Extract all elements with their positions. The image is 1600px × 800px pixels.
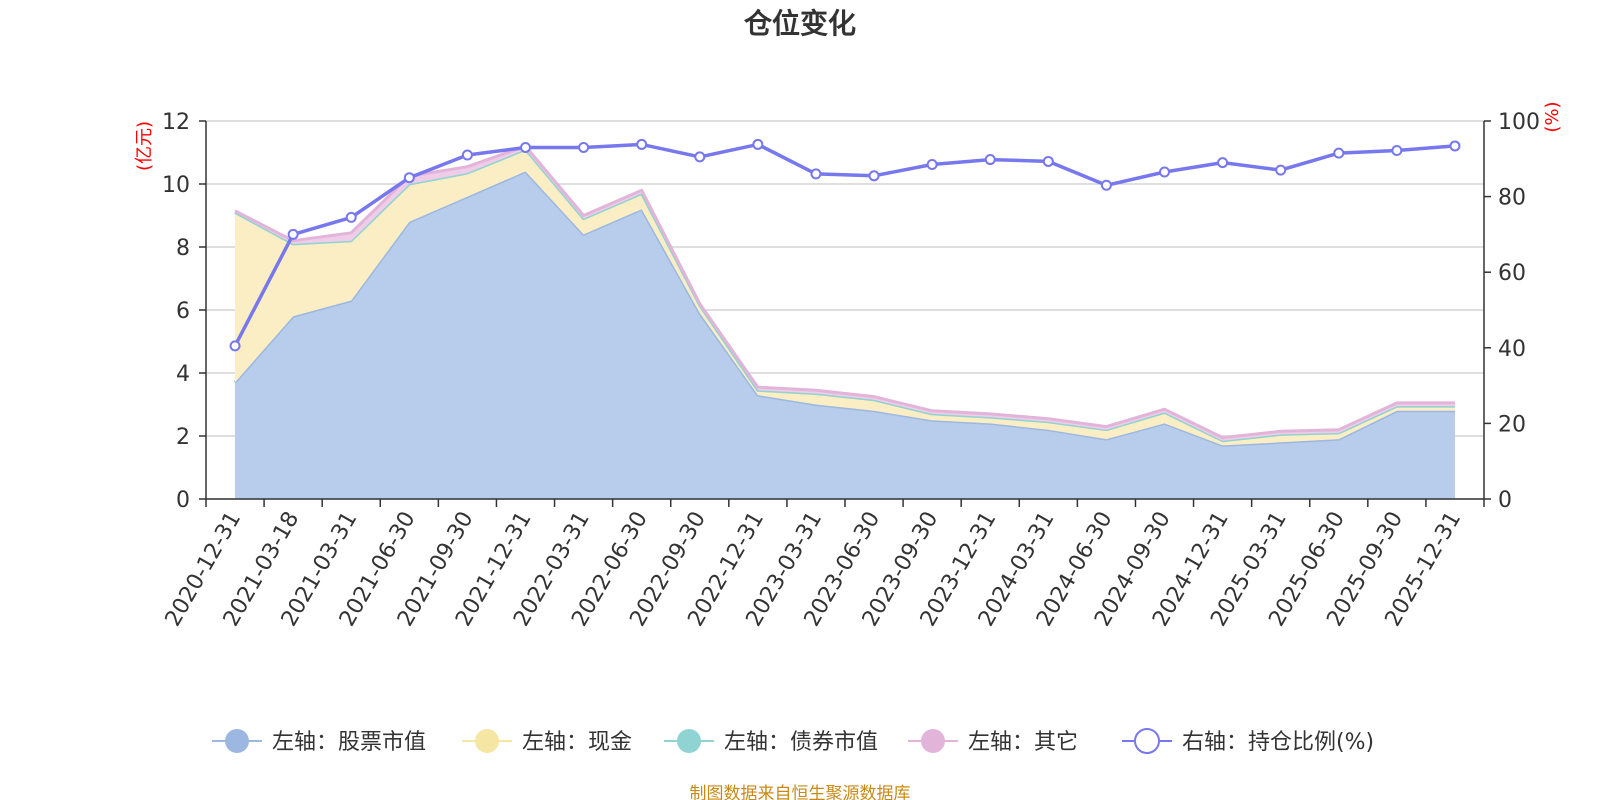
ratio-point: [1042, 155, 1054, 167]
left-tick-label: 6: [176, 299, 190, 324]
ratio-point: [1333, 147, 1345, 159]
area-1: [235, 171, 1455, 499]
ratio-point: [1449, 140, 1461, 152]
legend-swatch-marker: [475, 729, 499, 753]
left-axis-unit: (亿元): [134, 121, 155, 171]
left-tick-label: 0: [176, 488, 190, 513]
ratio-point: [752, 138, 764, 150]
ratio-point: [1100, 179, 1112, 191]
ratio-point: [229, 340, 241, 352]
ratio-point: [287, 228, 299, 240]
left-tick-label: 4: [176, 362, 190, 387]
ratio-point: [403, 172, 415, 184]
left-tick-label: 8: [176, 236, 190, 261]
ratio-point: [694, 151, 706, 163]
right-axis-unit: (%): [1542, 101, 1563, 132]
legend-label: 左轴：债券市值: [724, 730, 878, 755]
data-source: 制图数据来自恒生聚源数据库: [690, 784, 911, 800]
ratio-point: [1217, 157, 1229, 169]
ratio-point: [461, 149, 473, 161]
legend-swatch-marker: [677, 729, 701, 753]
ratio-point: [636, 138, 648, 150]
ratio-point: [984, 154, 996, 166]
right-tick-label: 80: [1498, 186, 1526, 211]
ratio-point: [578, 141, 590, 153]
ratio-point: [868, 170, 880, 182]
area-line-4: [234, 144, 1455, 440]
right-tick-label: 100: [1498, 110, 1540, 135]
legend-label: 左轴：其它: [968, 730, 1078, 755]
ratio-line: [233, 142, 1456, 347]
ratio-point: [1391, 144, 1403, 156]
legend-swatch-marker: [1134, 728, 1160, 754]
ratio-point: [345, 211, 357, 223]
ratio-point: [810, 168, 822, 180]
left-tick-label: 10: [162, 173, 190, 198]
legend-label: 右轴：持仓比例(%): [1182, 730, 1374, 755]
ratio-point: [520, 141, 531, 153]
legend-label: 左轴：现金: [522, 730, 632, 755]
right-tick-label: 60: [1498, 261, 1526, 286]
left-tick-label: 2: [176, 425, 190, 450]
ratio-point: [926, 158, 938, 170]
legend-swatch-marker: [225, 729, 249, 753]
left-tick-label: 12: [162, 110, 190, 135]
legend-swatch-marker: [921, 729, 945, 753]
ratio-point: [1275, 164, 1287, 176]
chart-title: 仓位变化: [744, 7, 856, 40]
right-tick-label: 20: [1498, 412, 1526, 437]
right-tick-label: 0: [1498, 488, 1512, 513]
ratio-point: [1159, 166, 1170, 178]
legend-label: 左轴：股票市值: [272, 730, 426, 755]
right-tick-label: 40: [1498, 337, 1526, 362]
